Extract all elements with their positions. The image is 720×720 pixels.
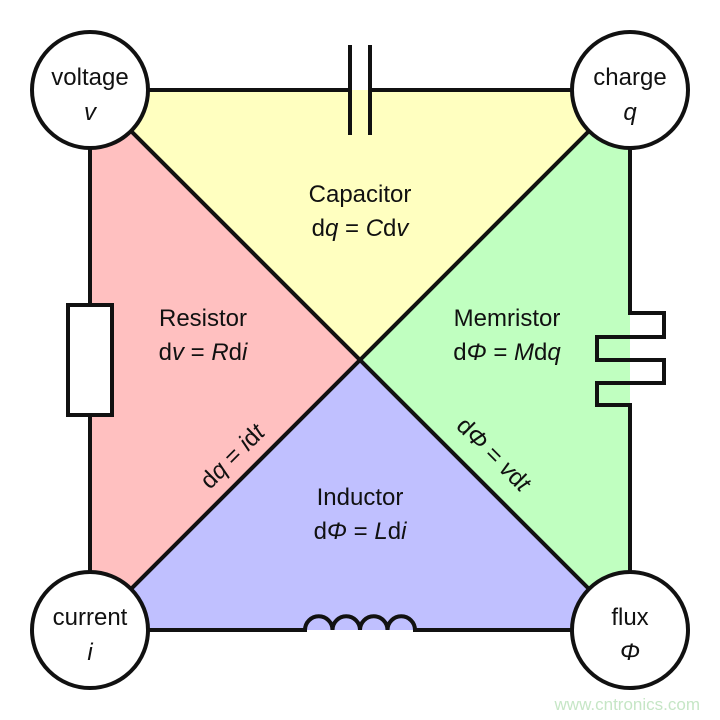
- equation-part: v: [396, 215, 410, 242]
- inductor-label: Inductor: [317, 484, 404, 511]
- capacitor-region: [90, 90, 630, 360]
- equation-part: =: [184, 339, 211, 366]
- equation-part: d: [388, 518, 401, 545]
- flux-node: [570, 570, 690, 690]
- equation-part: Φ: [467, 339, 487, 366]
- resistor-equation: dv = Rdi: [159, 339, 248, 366]
- charge-symbol: q: [623, 99, 637, 126]
- resistor-label: Resistor: [159, 305, 247, 332]
- equation-part: q: [547, 339, 561, 366]
- capacitor-label: Capacitor: [309, 181, 412, 208]
- inductor-equation: dΦ = Ldi: [314, 518, 408, 545]
- equation-part: d: [383, 215, 396, 242]
- equation-part: d: [314, 518, 327, 545]
- capacitor-equation: dq = Cdv: [312, 215, 411, 242]
- inductor-symbol: [90, 614, 630, 632]
- memristor-symbol: [595, 90, 666, 630]
- voltage-symbol: v: [84, 99, 98, 126]
- equation-part: L: [374, 518, 387, 545]
- flux-symbol: Φ: [620, 639, 640, 666]
- equation-part: d: [312, 215, 325, 242]
- voltage-node: [30, 30, 150, 150]
- equation-part: =: [338, 215, 365, 242]
- flux-label: flux: [611, 604, 648, 631]
- resistor-region: [90, 90, 360, 630]
- equation-part: d: [229, 339, 242, 366]
- equation-part: q: [325, 215, 339, 242]
- inductor-region: [90, 360, 630, 630]
- equation-part: M: [514, 339, 534, 366]
- charge-label: charge: [593, 64, 666, 91]
- equation-part: d: [159, 339, 172, 366]
- capacitor-symbol: [90, 45, 630, 135]
- memristor-region: [360, 90, 630, 630]
- equation-part: =: [347, 518, 374, 545]
- equation-part: d: [534, 339, 547, 366]
- diagonal-right: [88, 88, 632, 632]
- equation-part: R: [211, 339, 228, 366]
- equation-part: i: [401, 518, 407, 545]
- equation-part: i: [242, 339, 248, 366]
- current-label: current: [53, 604, 128, 631]
- current-symbol: i: [87, 639, 93, 666]
- voltage-label: voltage: [51, 64, 128, 91]
- equation-part: Φ: [327, 518, 347, 545]
- equation-part: v: [172, 339, 186, 366]
- equation-part: =: [487, 339, 514, 366]
- equation-part: C: [366, 215, 384, 242]
- memristor-equation: dΦ = Mdq: [453, 339, 561, 366]
- equation-part: d: [453, 339, 466, 366]
- watermark: www.cntronics.com: [554, 695, 700, 714]
- memristor-label: Memristor: [454, 305, 561, 332]
- resistor-symbol: [66, 303, 114, 417]
- charge-node: [570, 30, 690, 150]
- current-node: [30, 570, 150, 690]
